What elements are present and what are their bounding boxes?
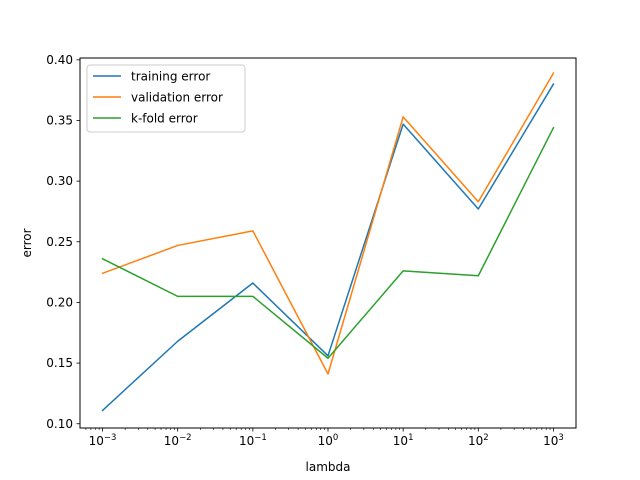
x-tick-label: 10−2 [164, 433, 192, 448]
y-tick-label: 0.40 [46, 53, 73, 67]
x-tick-label: 10−1 [239, 433, 267, 448]
x-tick-label: 101 [393, 433, 414, 448]
y-tick-label: 0.35 [46, 113, 73, 127]
x-tick-label: 102 [468, 433, 489, 448]
x-tick-label: 100 [318, 433, 339, 448]
series-line-0 [101, 83, 555, 412]
series-line-1 [101, 72, 555, 375]
y-tick-label: 0.15 [46, 356, 73, 370]
y-tick-label: 0.30 [46, 174, 73, 188]
y-axis-title: error [20, 228, 34, 257]
legend-box [86, 64, 246, 133]
series-line-2 [101, 126, 555, 359]
y-tick-label: 0.20 [46, 295, 73, 309]
x-axis-title: lambda [306, 460, 351, 474]
x-tick-label: 10−3 [89, 433, 117, 448]
x-axis: 10−3 10−2 10−1 100 101 102 103 [85, 428, 564, 448]
legend-label: k-fold error [131, 112, 198, 126]
legend-label: training error [131, 70, 210, 84]
y-axis: 0.10 0.15 0.20 0.25 0.30 0.35 0.40 [46, 53, 80, 431]
legend-label: validation error [131, 91, 223, 105]
y-tick-label: 0.25 [46, 235, 73, 249]
legend: training error validation error k-fold err… [86, 64, 246, 133]
y-tick-label: 0.10 [46, 417, 73, 431]
series-layer [101, 72, 555, 412]
x-tick-label: 103 [543, 433, 564, 448]
